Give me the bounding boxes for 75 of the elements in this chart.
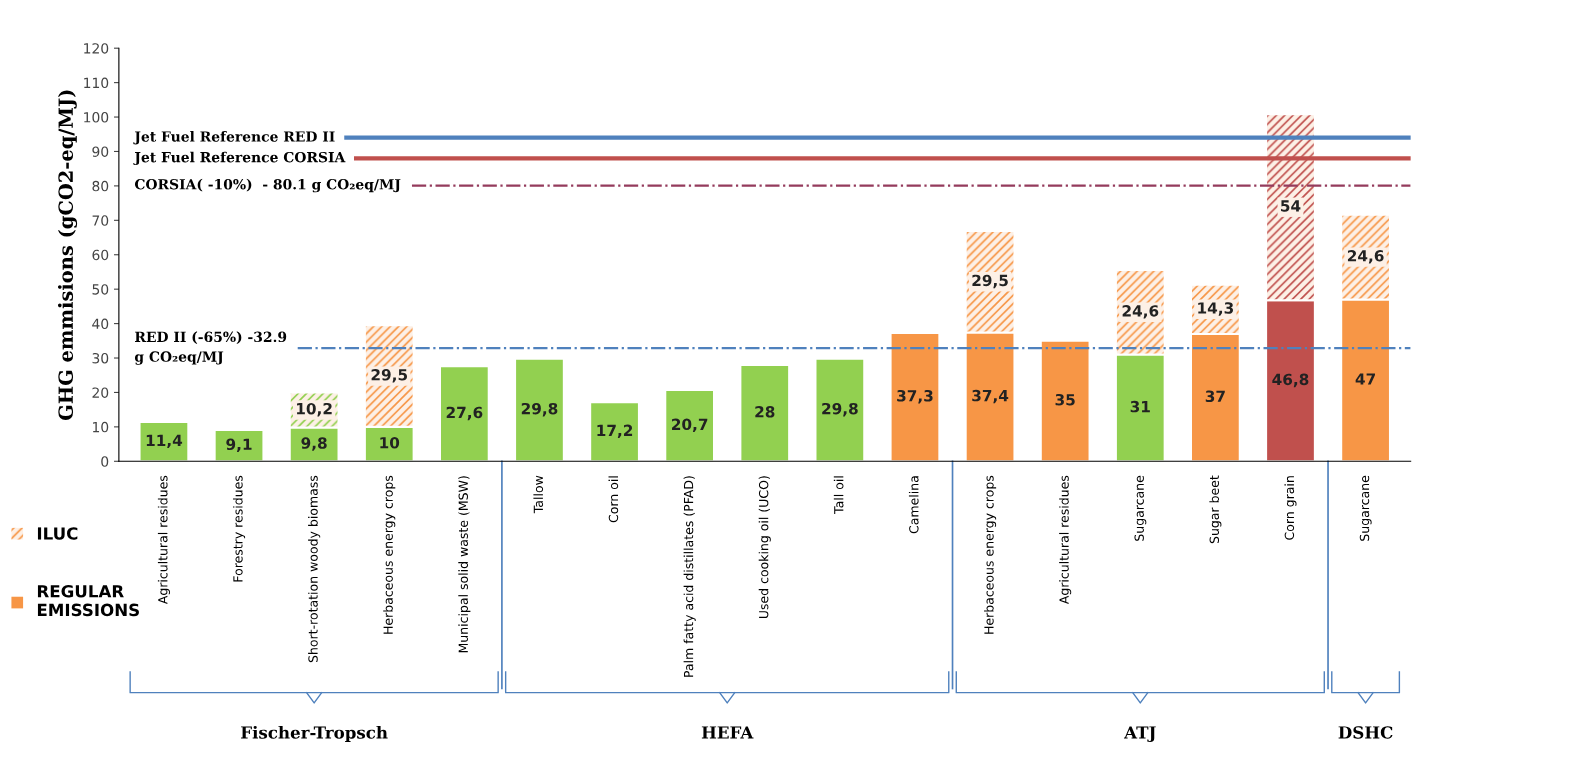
- x-tick-label: Palm fatty acid distillates (PFAD): [683, 476, 696, 677]
- data-label: 35: [1055, 393, 1075, 406]
- data-label: 46,8: [1272, 373, 1309, 388]
- x-tick-label: Sugar beet: [1209, 475, 1222, 544]
- data-label: 17,2: [597, 424, 633, 439]
- ref-line-label: RED II (-65%) -32.9 g CO₂eq/MJ: [134, 331, 287, 365]
- y-axis-title: GHG emmisions (gCO2-eq/MJ): [57, 90, 78, 421]
- y-tick-label: 0: [101, 456, 109, 467]
- bar: [814, 357, 866, 462]
- data-label: 29,8: [822, 402, 858, 417]
- data-label: 29,5: [972, 274, 1008, 289]
- x-tick-label: Used cooking oil (UCO): [758, 476, 771, 619]
- ref-line-label: Jet Fuel Reference RED II: [133, 130, 335, 145]
- bar: [138, 421, 190, 462]
- x-tick-label: Forestry residues: [232, 475, 246, 582]
- data-label: 54: [1281, 200, 1301, 212]
- bar: [438, 365, 490, 462]
- data-label: 37,4: [972, 389, 1009, 404]
- x-tick-label: Municipal solid waste (MSW): [458, 476, 471, 653]
- data-label: 29,8: [521, 402, 558, 417]
- data-label: 24,6: [1347, 250, 1384, 264]
- bar: [213, 428, 265, 462]
- y-tick-label: 120: [84, 43, 109, 54]
- bar: [1039, 339, 1091, 462]
- x-tick-label: Herbaceous energy crops: [383, 475, 396, 634]
- data-label: 37: [1205, 390, 1225, 403]
- text: ATJ: [1124, 726, 1156, 743]
- y-tick-label: 20: [92, 387, 109, 398]
- legend-label: REGULAR EMISSIONS: [37, 584, 139, 617]
- y-tick-label: 70: [92, 215, 109, 226]
- bar: [589, 401, 640, 462]
- ref-line-label: Jet Fuel Reference CORSIA: [133, 151, 346, 166]
- text: Fischer-Tropsch: [241, 725, 388, 743]
- data-label: 28: [755, 405, 775, 418]
- x-tick-label: Agricultural residues: [1059, 475, 1072, 605]
- data-label: 14,3: [1198, 302, 1234, 316]
- x-tick-label: Sugarcane: [1134, 475, 1147, 541]
- x-tick-label: Tall oil: [833, 476, 844, 514]
- legend-label: ILUC: [37, 527, 78, 540]
- x-tick-label: Sugarcane: [1359, 475, 1372, 541]
- text: HEFA: [701, 726, 754, 739]
- y-tick-label: 60: [92, 249, 109, 261]
- y-tick-label: 90: [92, 146, 109, 157]
- y-tick-label: 30: [92, 352, 109, 364]
- data-label: 9,1: [226, 438, 252, 453]
- y-tick-label: 80: [92, 180, 109, 192]
- data-label: 11,4: [146, 434, 183, 449]
- x-tick-label: Short-rotation woody biomass: [308, 475, 321, 663]
- x-tick-label: Agricultural residues: [157, 475, 170, 605]
- data-label: 31: [1130, 400, 1150, 413]
- data-label: 37,3: [897, 389, 933, 404]
- data-label: 9,8: [301, 437, 327, 451]
- x-tick-label: Corn oil: [608, 476, 619, 523]
- x-tick-label: Herbaceous energy crops: [984, 475, 997, 634]
- data-label: 27,6: [446, 406, 483, 421]
- y-tick-label: 40: [92, 318, 109, 330]
- bar: [739, 363, 791, 462]
- data-label: 20,7: [672, 418, 708, 433]
- y-tick-label: 110: [84, 77, 109, 89]
- y-tick-label: 10: [93, 421, 109, 433]
- data-label: 47: [1355, 373, 1375, 385]
- bar: [664, 389, 716, 462]
- bar: [514, 357, 565, 462]
- data-label: 24,6: [1122, 305, 1159, 319]
- y-tick-label: 100: [84, 112, 109, 123]
- data-label: 10,2: [297, 402, 332, 417]
- bar: [889, 331, 941, 462]
- x-tick-label: Corn grain: [1284, 476, 1297, 540]
- data-label: 10: [380, 436, 400, 449]
- x-tick-label: Camelina: [908, 476, 919, 534]
- y-tick-label: 50: [92, 284, 109, 295]
- x-tick-label: Tallow: [533, 475, 544, 514]
- data-label: 29,5: [371, 368, 408, 383]
- text: DSHC: [1338, 726, 1393, 739]
- ref-line-label: CORSIA( -10%) - 80.1 g CO₂eq/MJ: [134, 178, 401, 193]
